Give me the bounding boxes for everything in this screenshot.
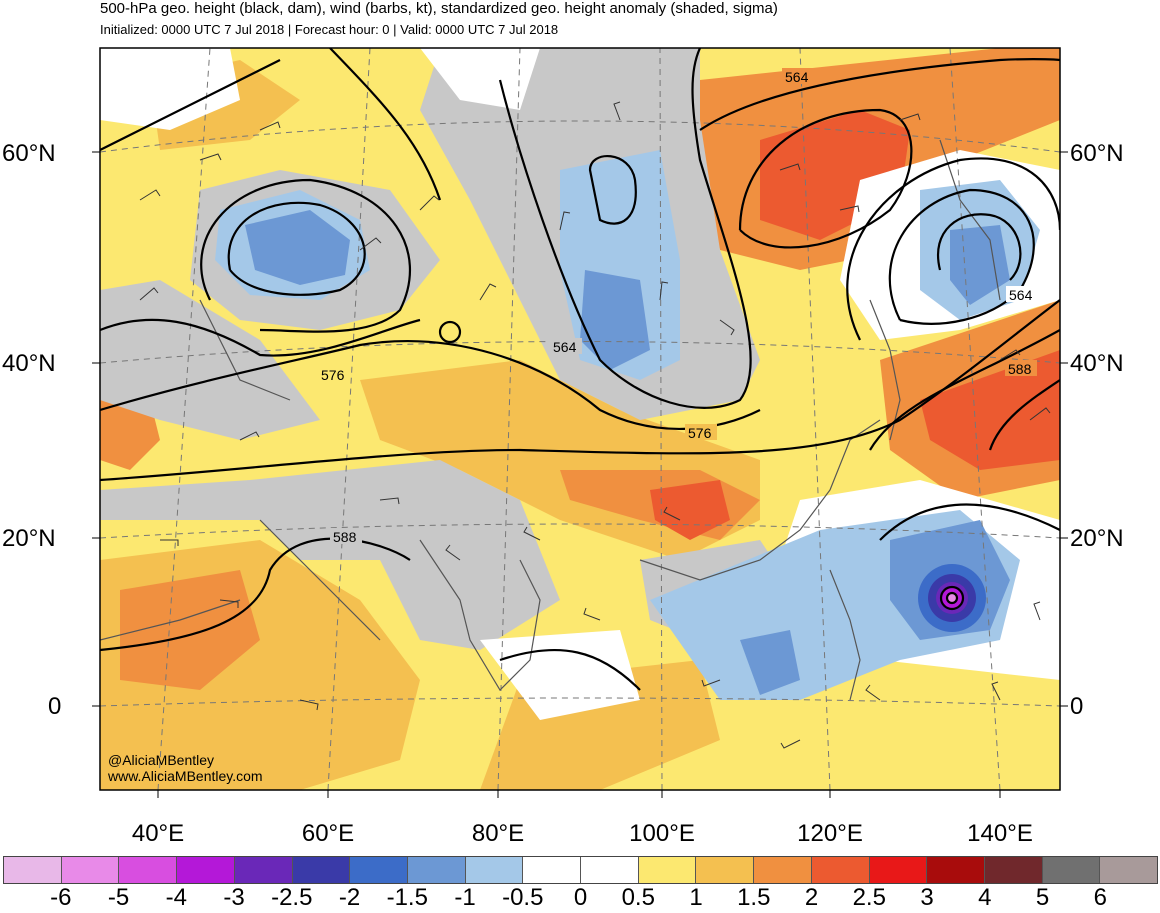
- legend-tick-label: -3: [223, 884, 245, 911]
- lat-label-0-right: 0: [1070, 693, 1084, 720]
- lat-label-40n-left: 40°N: [2, 350, 56, 377]
- legend-swatch: [638, 857, 697, 883]
- legend-tick-label: -2: [338, 884, 361, 911]
- map-subtitle: Initialized: 0000 UTC 7 Jul 2018 | Forec…: [100, 22, 559, 37]
- legend-tick-label: 0.5: [621, 884, 655, 911]
- graticule: [100, 48, 1060, 790]
- contour-label: 564: [1009, 287, 1033, 303]
- anomaly-region-red: [920, 350, 1060, 470]
- color-legend: [3, 856, 1158, 884]
- legend-tick-label: 1: [689, 884, 703, 911]
- legend-swatch: [581, 857, 639, 883]
- lon-label-120e: 120°E: [797, 820, 863, 847]
- credit-handle: @AliciaMBentley: [108, 752, 215, 768]
- legend-swatch: [350, 857, 408, 883]
- contour-label: 588: [333, 529, 357, 545]
- frame-ticks: [92, 151, 1068, 798]
- anomaly-region-white: [480, 630, 640, 720]
- map-frame: [99, 47, 1061, 791]
- legend-tick-label: 0: [573, 884, 588, 911]
- contour-label: 564: [553, 339, 577, 355]
- legend-swatch: [1100, 857, 1158, 883]
- legend-tick-label: -1: [454, 884, 476, 911]
- lon-label-40e: 40°E: [131, 820, 185, 847]
- legend-swatch: [4, 857, 62, 883]
- lat-label-20n-right: 20°N: [1070, 525, 1124, 552]
- legend-tick-label: 2.5: [852, 884, 886, 911]
- lat-label-20n-left: 20°N: [2, 525, 56, 552]
- anomaly-region-blue: [950, 225, 1010, 305]
- lon-label-100e: 100°E: [629, 820, 695, 847]
- legend-tick-label: -4: [165, 884, 187, 911]
- legend-swatch: [754, 857, 812, 883]
- lat-label-40n-right: 40°N: [1070, 350, 1124, 377]
- legend-swatch: [1042, 857, 1101, 883]
- legend-tick-label: -1.5: [386, 884, 428, 911]
- legend-tick-label: 6: [1093, 884, 1107, 911]
- legend-swatch: [177, 857, 235, 883]
- anomaly-region-blue: [245, 210, 350, 285]
- anomaly-region-orange-dark: [120, 570, 260, 690]
- lon-label-60e: 60°E: [301, 820, 355, 847]
- contour-label: 588: [1008, 361, 1032, 377]
- anomaly-region-white: [420, 48, 540, 110]
- legend-tick-label: 2: [804, 884, 819, 911]
- anomaly-region-blue: [580, 270, 650, 370]
- contour-label: 576: [321, 367, 345, 383]
- wind-barbs: [139, 101, 1051, 749]
- lon-label-80e: 80°E: [471, 820, 525, 847]
- anomaly-region-blue: [740, 630, 800, 695]
- anomaly-region-neutral: [100, 460, 560, 650]
- height-contours: [100, 48, 1060, 691]
- legend-tick-label: -2.5: [271, 884, 313, 911]
- legend-swatch: [292, 857, 351, 883]
- legend-tick-label: 3: [920, 884, 934, 911]
- lat-label-60n-left: 60°N: [2, 140, 56, 167]
- lon-label-140e: 140°E: [967, 820, 1033, 847]
- legend-swatch: [119, 857, 178, 883]
- legend-tick-label: -0.5: [502, 884, 544, 911]
- contour-label: 576: [688, 425, 712, 441]
- legend-swatch: [234, 857, 293, 883]
- legend-swatch: [811, 857, 870, 883]
- map-title: 500-hPa geo. height (black, dam), wind (…: [100, 0, 778, 17]
- lat-label-60n-right: 60°N: [1070, 140, 1124, 167]
- legend-tick-label: 1.5: [737, 884, 771, 911]
- legend-swatch: [696, 857, 755, 883]
- credit-website: www.AliciaMBentley.com: [108, 768, 263, 784]
- legend-swatch: [407, 857, 466, 883]
- legend-swatch: [869, 857, 928, 883]
- legend-tick-label: -6: [50, 884, 72, 911]
- legend-swatch: [61, 857, 120, 883]
- contour-label: 564: [785, 69, 809, 85]
- legend-swatch: [465, 857, 524, 883]
- contour-labels: 564 564 564 576 576 588 588: [318, 68, 1038, 545]
- legend-tick-label: 5: [1035, 884, 1050, 911]
- lat-label-0-left: 0: [48, 693, 62, 720]
- legend-swatch: [523, 857, 582, 883]
- legend-tick-label: -5: [107, 884, 130, 911]
- anomaly-region-white: [100, 48, 240, 130]
- legend-swatch: [984, 857, 1043, 883]
- legend-tick-label: 4: [978, 884, 992, 911]
- legend-swatch: [927, 857, 985, 883]
